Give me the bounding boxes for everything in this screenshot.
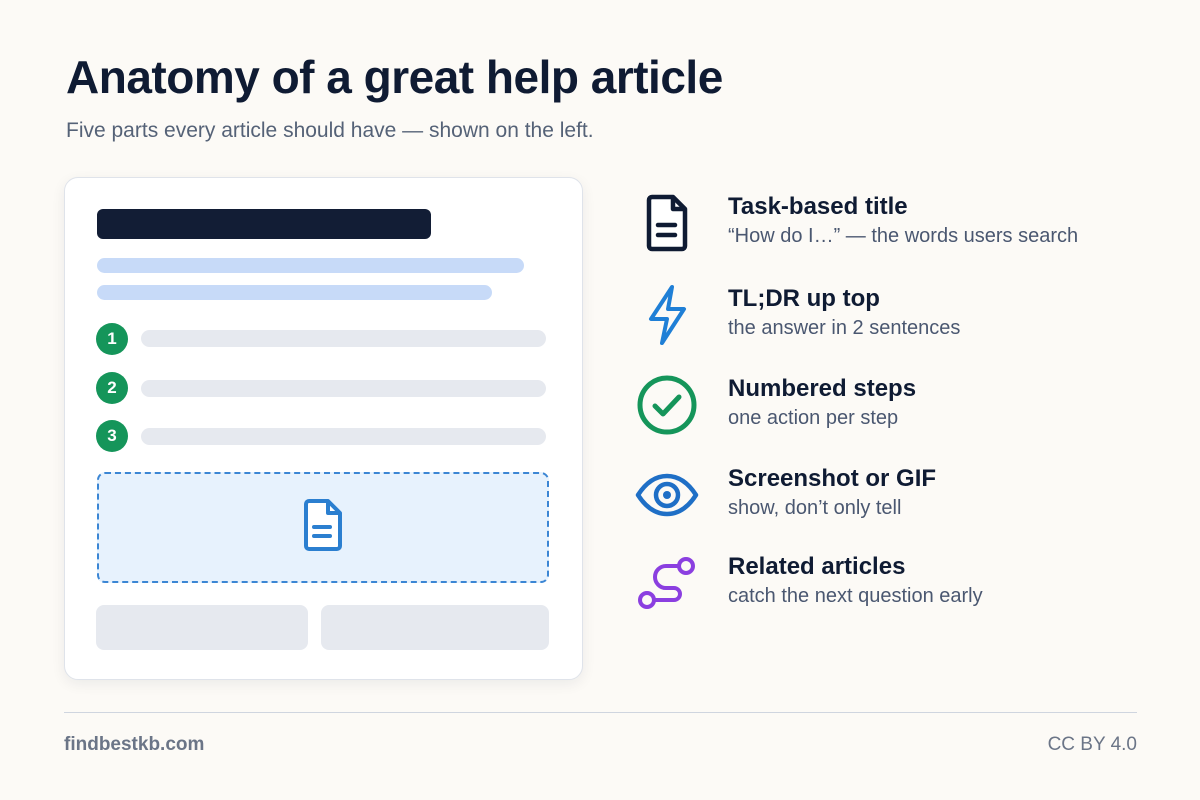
mock-screenshot-area — [97, 472, 549, 583]
lightning-icon — [634, 282, 700, 348]
eye-icon — [634, 462, 700, 528]
step-number-badge: 1 — [96, 323, 128, 355]
part-description: the answer in 2 sentences — [728, 317, 961, 339]
part-title: Task-based title — [728, 193, 908, 220]
part-screenshot-or-gif: Screenshot or GIF show, don’t only tell — [634, 462, 1174, 532]
part-title: TL;DR up top — [728, 285, 880, 312]
part-title: Related articles — [728, 553, 906, 580]
part-title: Numbered steps — [728, 375, 917, 402]
mock-step-line — [141, 380, 546, 397]
mock-step-line — [141, 330, 546, 347]
part-task-based-title: Task-based title “How do I…” — the words… — [634, 190, 1174, 260]
document-icon — [634, 190, 700, 256]
footer-license: CC BY 4.0 — [1047, 734, 1137, 755]
footer-divider — [64, 712, 1137, 713]
page-title: Anatomy of a great help article — [66, 51, 723, 103]
document-icon — [303, 498, 343, 557]
step-number-badge: 3 — [96, 420, 128, 452]
mock-tldr-line — [97, 285, 492, 300]
route-link-icon — [634, 550, 700, 616]
part-related-articles: Related articles catch the next question… — [634, 550, 1174, 620]
mock-related-tile — [96, 605, 308, 650]
part-description: one action per step — [728, 407, 899, 429]
mock-step-line — [141, 428, 546, 445]
mock-tldr-line — [97, 258, 524, 273]
part-numbered-steps: Numbered steps one action per step — [634, 372, 1174, 442]
mock-related-tile — [321, 605, 549, 650]
part-title: Screenshot or GIF — [728, 465, 937, 492]
mock-article-card: 1 2 3 — [64, 177, 583, 680]
check-circle-icon — [634, 372, 700, 438]
part-tldr: TL;DR up top the answer in 2 sentences — [634, 282, 1174, 352]
part-description: catch the next question early — [728, 585, 983, 607]
step-number-badge: 2 — [96, 372, 128, 404]
part-description: show, don’t only tell — [728, 497, 902, 519]
page-subtitle: Five parts every article should have — s… — [66, 119, 594, 142]
footer-site: findbestkb.com — [64, 734, 205, 755]
mock-title-bar — [97, 209, 431, 239]
part-description: “How do I…” — the words users search — [728, 225, 1079, 247]
